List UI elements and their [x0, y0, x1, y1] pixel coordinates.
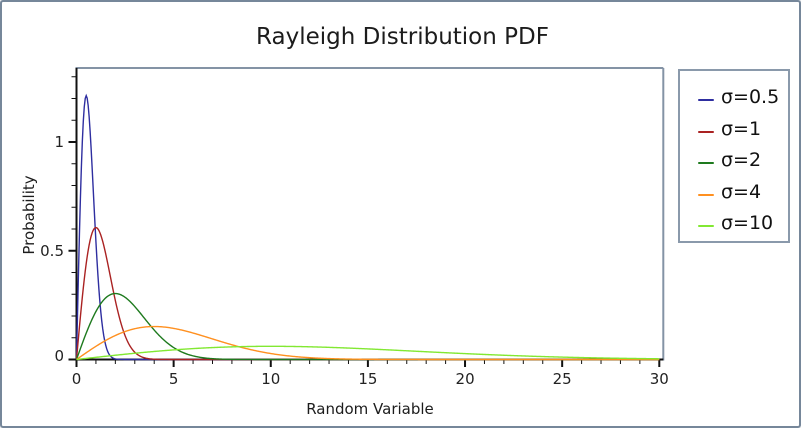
legend-item: σ=10 — [698, 208, 788, 240]
x-tick-label: 30 — [649, 370, 669, 388]
legend-label: σ=2 — [721, 149, 762, 172]
x-tick-label: 0 — [71, 370, 82, 388]
x-axis-title: Random Variable — [306, 400, 434, 418]
x-tick-label: 15 — [358, 370, 378, 388]
legend-line-swatch — [698, 193, 714, 196]
x-tick-label: 25 — [552, 370, 572, 388]
legend-line-swatch — [698, 99, 714, 102]
legend-label: σ=4 — [721, 180, 762, 203]
legend-line-swatch — [698, 162, 714, 165]
chart-title: Rayleigh Distribution PDF — [256, 24, 549, 50]
legend-item: σ=0.5 — [698, 82, 788, 114]
legend-label: σ=1 — [721, 117, 762, 140]
legend-box: σ=0.5 σ=1 σ=2 σ=4 σ=10 — [678, 69, 790, 243]
legend-item: σ=2 — [698, 145, 788, 177]
legend-label: σ=0.5 — [721, 86, 780, 109]
x-tick-label: 20 — [455, 370, 475, 388]
legend-line-swatch — [698, 130, 714, 133]
legend-item: σ=1 — [698, 114, 788, 146]
curve-σ=10 — [76, 345, 660, 361]
curve-σ=0.5 — [75, 93, 660, 361]
curve-σ=4 — [76, 325, 660, 361]
legend-label: σ=10 — [721, 212, 774, 235]
legend-line-swatch — [698, 225, 714, 228]
x-tick-label: 5 — [168, 370, 179, 388]
x-tick-label: 10 — [261, 370, 281, 388]
y-tick-label: 0 — [54, 347, 64, 365]
y-tick-label: 1 — [54, 133, 64, 151]
y-axis-title: Probability — [20, 175, 38, 255]
y-tick-label: 0.5 — [40, 242, 64, 260]
legend-item: σ=4 — [698, 177, 788, 209]
